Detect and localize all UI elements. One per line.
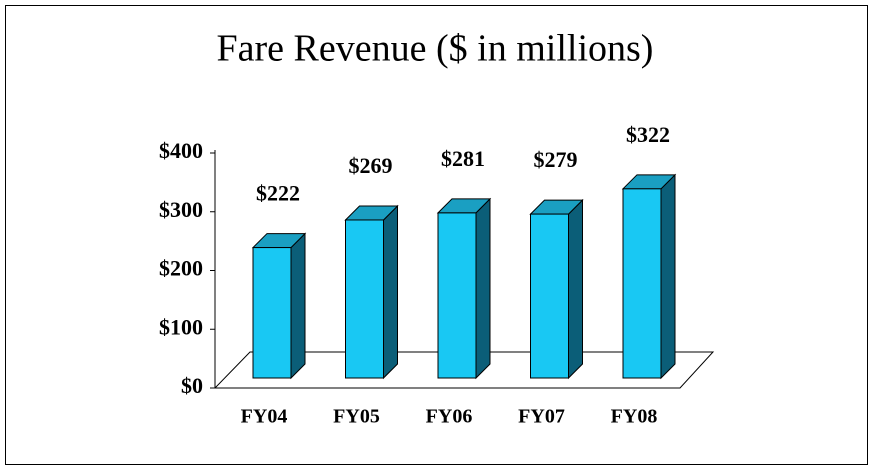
y-tick-label: $0 [181,373,203,398]
chart-title: Fare Revenue ($ in millions) [217,28,654,70]
bar-side [475,197,491,380]
data-label: $322 [626,122,670,147]
y-tick-label: $100 [159,314,203,339]
bar-side [568,198,583,380]
data-label: $279 [534,147,578,172]
bar-side [290,232,306,380]
floor [213,351,715,389]
bar [622,188,662,379]
bar-side [660,173,676,380]
bar [437,212,477,379]
bar [345,219,384,379]
bar-side [383,204,398,380]
x-tick-label: FY04 [241,406,288,428]
data-label: $281 [441,146,485,171]
bar [252,247,292,379]
chart-frame [5,5,868,465]
data-label: $222 [256,181,300,206]
x-tick-label: FY05 [333,406,380,428]
x-tick-label: FY08 [611,406,658,428]
bar [530,213,569,379]
x-tick-label: FY06 [426,406,473,428]
data-label: $269 [349,153,393,178]
x-tick-label: FY07 [518,406,565,428]
y-tick-label: $400 [159,138,203,163]
y-tick-label: $300 [159,197,203,222]
y-tick-label: $200 [159,256,203,281]
